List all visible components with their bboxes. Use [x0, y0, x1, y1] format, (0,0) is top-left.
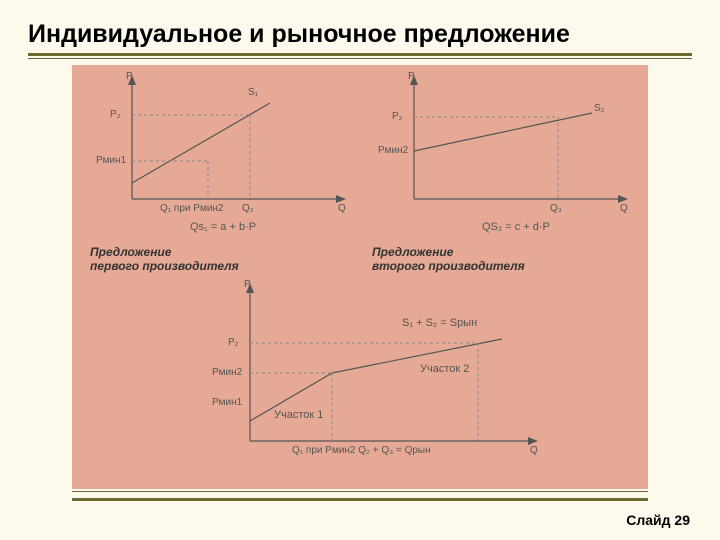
chart1-x-label: Q	[338, 203, 346, 214]
chart1-caption-line2: первого производителя	[90, 259, 239, 273]
chart3-seg2-label: Участок 2	[420, 363, 469, 375]
slide-number: Слайд 29	[626, 512, 690, 528]
chart2-ytick-p2: P₂	[392, 111, 403, 122]
chart2-xtick-q3: Q₃	[550, 203, 562, 214]
chart3-ytick-pmin2: Pмин2	[212, 367, 242, 378]
title-rule-thin	[28, 58, 692, 59]
title-rule-thick	[28, 53, 692, 56]
chart3-xticks: Q₁ при Pмин2 Q₂ + Q₃ = Qрын	[292, 445, 431, 456]
chart1-curve-label: S₁	[248, 87, 258, 98]
chart1-ytick-pmin1: Pмин1	[96, 155, 126, 166]
chart3-ytick-pmin1: Pмин1	[212, 397, 242, 408]
chart1-caption: Предложение первого производителя	[90, 245, 239, 274]
chart1-xtick-q1: Q₁ при Pмин2	[160, 203, 224, 214]
chart2-x-label: Q	[620, 203, 628, 214]
chart1-xtick-q2: Q₂	[242, 203, 254, 214]
chart2-equation: QS₂ = c + d·P	[482, 221, 550, 233]
bottom-rule-thin	[72, 491, 648, 492]
chart1-equation: Qs₁ = a + b·P	[190, 221, 256, 233]
chart2-caption: Предложение второго производителя	[372, 245, 525, 274]
chart-market-supply: P Q S₁ + S₂ = Sрын Участок 2 Участок 1 P…	[202, 281, 542, 481]
chart2-caption-line1: Предложение	[372, 245, 453, 259]
chart1-caption-line1: Предложение	[90, 245, 171, 259]
chart2-caption-line2: второго производителя	[372, 259, 525, 273]
chart-supply-producer-1: P Q S₁ P₂ Pмин1 Q₁ при Pмин2 Q₂ Qs₁ = a …	[90, 73, 350, 233]
page-title: Индивидуальное и рыночное предложение	[28, 20, 692, 49]
chart3-y-label: P	[244, 279, 251, 290]
chart1-y-label: P	[126, 71, 133, 82]
chart-supply-producer-2: P Q S₂ P₂ Pмин2 Q₃ QS₂ = c + d·P	[372, 73, 632, 233]
chart2-ytick-pmin2: Pмин2	[378, 145, 408, 156]
chart3-seg1-label: Участок 1	[274, 409, 323, 421]
chart2-curve-label: S₂	[594, 103, 605, 114]
chart2-y-label: P	[408, 71, 415, 82]
chart3-sum-label: S₁ + S₂ = Sрын	[402, 317, 477, 329]
figure-panel: P Q S₁ P₂ Pмин1 Q₁ при Pмин2 Q₂ Qs₁ = a …	[72, 65, 648, 489]
chart3-x-label: Q	[530, 445, 538, 456]
bottom-rule-thick	[72, 498, 648, 501]
chart2-svg	[372, 73, 632, 233]
chart1-ytick-p2: P₂	[110, 109, 121, 120]
chart3-ytick-p2: P₂	[228, 337, 239, 348]
